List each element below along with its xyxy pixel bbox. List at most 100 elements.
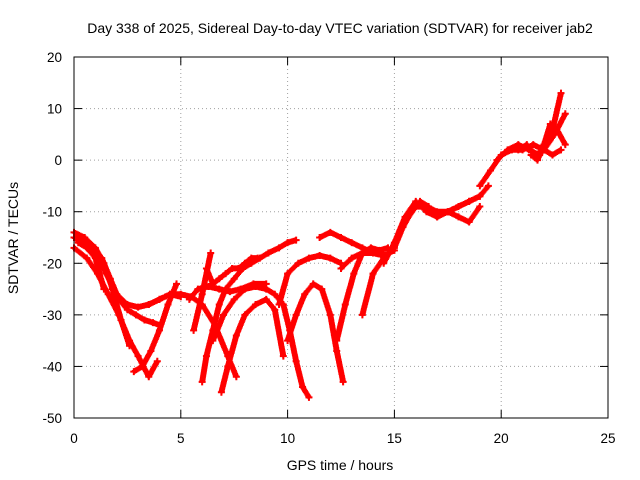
data-point	[487, 166, 495, 174]
data-point	[205, 282, 213, 290]
data-point	[104, 290, 112, 298]
series-sat-e	[74, 239, 108, 293]
data-point	[232, 373, 240, 381]
data-point	[348, 254, 356, 262]
data-point	[226, 288, 234, 296]
data-point	[202, 264, 210, 272]
data-point	[207, 249, 215, 257]
data-point	[561, 141, 569, 149]
data-point	[301, 290, 309, 298]
data-point	[465, 197, 473, 205]
series-sat-n	[275, 252, 345, 309]
data-point	[134, 352, 142, 360]
data-point	[123, 306, 131, 314]
data-point	[292, 357, 300, 365]
data-point	[444, 208, 452, 216]
chart-title: Day 338 of 2025, Sidereal Day-to-day VTE…	[87, 20, 593, 36]
data-point	[215, 275, 223, 283]
data-point	[190, 326, 198, 334]
data-point	[309, 280, 317, 288]
data-point	[132, 311, 140, 319]
data-point	[350, 270, 358, 278]
data-point	[224, 362, 232, 370]
data-point	[380, 259, 388, 267]
data-point	[177, 290, 185, 298]
data-point	[326, 228, 334, 236]
data-point	[422, 203, 430, 211]
data-point	[275, 301, 283, 309]
data-point	[333, 337, 341, 345]
data-point	[333, 347, 341, 355]
data-point	[83, 254, 91, 262]
data-point	[126, 337, 134, 345]
series-sat-k	[217, 295, 287, 396]
data-point	[465, 218, 473, 226]
data-point	[294, 259, 302, 267]
data-point	[252, 282, 260, 290]
data-point	[341, 301, 349, 309]
series-sat-u	[401, 182, 492, 226]
data-point	[390, 239, 398, 247]
data-point	[292, 236, 300, 244]
data-point	[202, 352, 210, 360]
data-point	[523, 141, 531, 149]
data-point	[138, 362, 146, 370]
data-point	[140, 316, 148, 324]
ticks: 0 5 10 15 20 25 -50 -40 -30 -20 -10 0 10 20	[42, 50, 615, 446]
data-point	[561, 110, 569, 118]
data-point	[514, 146, 522, 154]
data-point	[504, 146, 512, 154]
data-point	[89, 244, 97, 252]
data-point	[476, 182, 484, 190]
data-point	[305, 254, 313, 262]
data-point	[476, 192, 484, 200]
data-point	[164, 301, 172, 309]
data-point	[185, 295, 193, 303]
y-tick-label: 0	[54, 153, 62, 168]
data-point	[493, 156, 501, 164]
data-point	[540, 146, 548, 154]
data-point	[337, 234, 345, 241]
data-point	[292, 311, 300, 319]
data-point	[454, 213, 462, 221]
data-point	[217, 388, 225, 396]
x-axis-label: GPS time / hours	[287, 457, 394, 473]
data-point	[305, 393, 313, 401]
data-point	[529, 141, 537, 149]
x-tick-label: 0	[70, 431, 78, 446]
data-point	[209, 337, 217, 345]
data-point	[145, 373, 153, 381]
data-point	[275, 244, 283, 252]
data-point	[454, 203, 462, 211]
x-tick-label: 15	[387, 431, 402, 446]
data-point	[155, 295, 163, 303]
data-point	[228, 264, 236, 272]
data-point	[230, 275, 238, 283]
data-point	[232, 331, 240, 339]
data-point	[215, 301, 223, 309]
data-point	[279, 352, 287, 360]
x-tick-label: 5	[177, 431, 185, 446]
data-point	[166, 290, 174, 298]
data-point	[222, 270, 230, 278]
series-sat-o	[284, 280, 347, 386]
data-point	[284, 337, 292, 345]
x-tick-label: 20	[494, 431, 509, 446]
data-point	[215, 285, 223, 293]
data-point	[316, 234, 324, 241]
data-point	[412, 203, 420, 211]
data-point	[401, 218, 409, 226]
data-point	[83, 244, 91, 252]
series-layer	[70, 89, 569, 401]
data-point	[241, 285, 249, 293]
data-point	[91, 254, 99, 262]
data-point	[149, 319, 157, 327]
data-point	[173, 280, 181, 288]
series-sat-y	[514, 141, 565, 159]
data-point	[339, 378, 347, 386]
data-point	[239, 264, 247, 272]
data-point	[284, 239, 292, 247]
data-point	[348, 239, 356, 247]
data-point	[264, 249, 272, 257]
